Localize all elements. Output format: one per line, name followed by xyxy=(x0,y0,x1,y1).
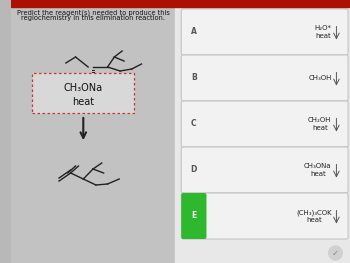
Text: CH₂OH
heat: CH₂OH heat xyxy=(308,118,331,130)
Text: ✓: ✓ xyxy=(332,249,339,257)
FancyBboxPatch shape xyxy=(32,73,134,113)
Text: heat: heat xyxy=(72,97,94,107)
Text: A: A xyxy=(191,28,197,37)
Text: regiochemistry in this elimination reaction.: regiochemistry in this elimination react… xyxy=(21,15,165,21)
Bar xyxy=(10,7,175,263)
Text: CH₃ONa
heat: CH₃ONa heat xyxy=(304,164,331,176)
Bar xyxy=(10,0,350,7)
FancyBboxPatch shape xyxy=(181,101,348,147)
FancyBboxPatch shape xyxy=(181,147,348,193)
Text: CH₃OH: CH₃OH xyxy=(308,75,331,81)
Text: E: E xyxy=(191,211,196,220)
Text: B: B xyxy=(191,73,197,83)
Text: (CH₃)₃COK
heat: (CH₃)₃COK heat xyxy=(296,209,331,223)
Text: C: C xyxy=(191,119,197,129)
Text: D: D xyxy=(191,165,197,174)
FancyBboxPatch shape xyxy=(181,193,348,239)
Text: H₂O*
heat: H₂O* heat xyxy=(315,26,331,38)
Circle shape xyxy=(329,246,342,260)
FancyBboxPatch shape xyxy=(181,193,206,239)
Text: Predict the reagent(s) needed to produce this: Predict the reagent(s) needed to produce… xyxy=(16,10,169,17)
Text: CH₃ONa: CH₃ONa xyxy=(63,83,103,93)
FancyBboxPatch shape xyxy=(181,9,348,55)
FancyBboxPatch shape xyxy=(181,55,348,101)
Bar xyxy=(175,7,350,263)
